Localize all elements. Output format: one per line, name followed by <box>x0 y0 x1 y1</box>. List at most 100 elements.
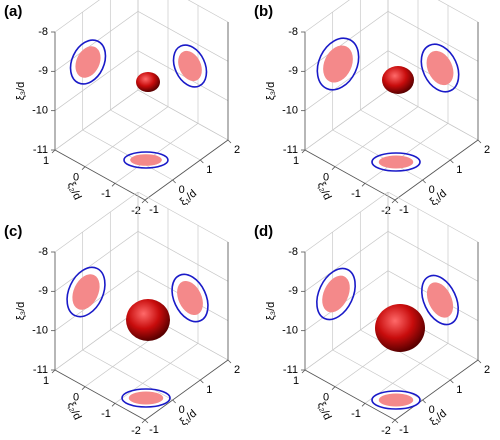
grid-line <box>54 270 139 331</box>
x-tick-label: 0 <box>429 404 435 416</box>
z-tick-label: -8 <box>288 246 298 258</box>
y-tick-label: -2 <box>131 205 141 217</box>
projection-right-outline <box>172 44 208 88</box>
grid-line <box>304 89 389 151</box>
y-tick-label: 1 <box>293 155 299 167</box>
grid-line <box>387 191 479 243</box>
grid-line <box>334 106 419 167</box>
tick-mark <box>141 199 146 204</box>
axis-line <box>304 149 396 201</box>
x-tick-label: -1 <box>399 424 409 436</box>
x-tick-label: 0 <box>429 184 435 196</box>
y-tick-label: -1 <box>351 408 361 420</box>
grid-line <box>137 89 229 141</box>
projection-floor-fill <box>378 393 414 407</box>
x-tick-label: 2 <box>234 364 240 376</box>
tick-mark <box>172 179 176 184</box>
z-tick-label: -9 <box>288 65 298 77</box>
tick-mark <box>227 359 232 364</box>
projection-floor-fill <box>378 155 414 169</box>
z-tick-label: -10 <box>32 105 48 117</box>
grid-line <box>54 0 100 33</box>
tick-mark <box>361 183 366 187</box>
axis-line <box>304 369 396 421</box>
grid-line <box>54 231 139 292</box>
grid-line <box>387 11 479 62</box>
tick-mark <box>391 199 396 204</box>
tick-mark <box>331 166 336 170</box>
tick-mark <box>477 359 482 364</box>
y-tick-label: -1 <box>351 188 361 200</box>
y-tick-label: 1 <box>43 375 49 387</box>
projection-right-outline <box>420 43 460 93</box>
y-axis-label: ξ₂/d <box>65 180 84 202</box>
z-tick-label: -8 <box>38 26 48 38</box>
projection-right-fill <box>426 282 454 318</box>
x-tick-label: 1 <box>456 164 462 176</box>
projection-floor-outline <box>371 390 421 410</box>
tick-mark <box>111 403 116 407</box>
tick-mark <box>394 419 399 424</box>
tick-mark <box>361 403 366 407</box>
grid-line <box>304 191 389 253</box>
axis-line <box>144 359 229 421</box>
grid-line <box>304 309 389 371</box>
panel-label: (a) <box>4 3 22 20</box>
grid-line <box>54 309 139 371</box>
droplet <box>382 66 414 94</box>
x-tick-label: -1 <box>149 204 159 216</box>
tick-mark <box>144 419 149 424</box>
z-tick-label: -10 <box>282 105 298 117</box>
z-tick-label: -11 <box>33 144 48 156</box>
projection-right-outline <box>421 274 459 326</box>
z-axis-label: ξ₃/d <box>265 302 277 321</box>
projection-left-outline <box>66 266 106 318</box>
x-tick-label: 0 <box>179 184 185 196</box>
y-tick-label: 0 <box>73 392 79 404</box>
grid-line <box>137 11 229 62</box>
y-axis-label: ξ₂/d <box>65 400 84 422</box>
projection-left-fill <box>323 45 353 83</box>
grid-line <box>304 270 389 331</box>
projection-left-fill <box>75 46 101 78</box>
grid-line <box>110 109 201 161</box>
y-tick-label: 1 <box>293 375 299 387</box>
x-tick-label: 0 <box>179 404 185 416</box>
tick-mark <box>422 399 426 404</box>
tick-mark <box>172 399 176 404</box>
projection-right-fill <box>178 50 202 82</box>
projection-left-outline <box>69 39 107 85</box>
projection-left-fill <box>72 274 100 310</box>
y-tick-label: 0 <box>323 392 329 404</box>
axis-line <box>144 139 229 201</box>
z-axis-label: ξ₃/d <box>15 302 27 321</box>
tick-mark <box>141 419 146 424</box>
projection-left-fill <box>322 275 350 313</box>
tick-mark <box>450 159 454 164</box>
y-tick-label: -1 <box>101 408 111 420</box>
x-tick-label: 2 <box>484 144 490 156</box>
z-axis-label: ξ₃/d <box>15 82 27 101</box>
grid-line <box>84 106 169 167</box>
z-tick-label: -8 <box>38 246 48 258</box>
projection-floor-outline <box>371 152 421 172</box>
projection-right-fill <box>426 50 454 86</box>
projection-floor-fill <box>130 154 162 166</box>
grid-line <box>54 50 139 111</box>
projection-left-outline <box>316 267 356 321</box>
tick-mark <box>450 379 454 384</box>
axis-line <box>54 369 146 421</box>
grid-line <box>82 349 173 401</box>
tick-mark <box>51 149 56 154</box>
tick-mark <box>301 149 306 154</box>
grid-line <box>360 109 451 161</box>
y-tick-label: 1 <box>43 155 49 167</box>
y-axis-label: ξ₂/d <box>315 400 334 422</box>
tick-mark <box>144 199 149 204</box>
tick-mark <box>81 386 86 390</box>
z-tick-label: -9 <box>38 65 48 77</box>
tick-mark <box>331 386 336 390</box>
grid-line <box>54 191 139 253</box>
grid-line <box>304 0 350 33</box>
